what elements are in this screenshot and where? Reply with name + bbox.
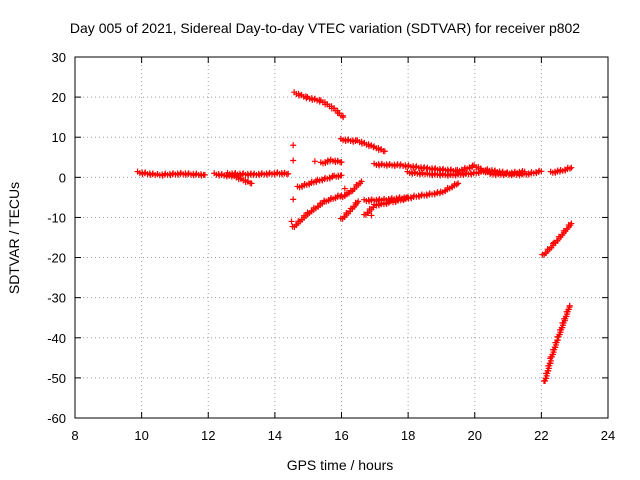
data-point bbox=[248, 180, 255, 187]
data-point bbox=[405, 194, 412, 201]
x-tick-label: 12 bbox=[201, 428, 215, 443]
x-tick-label: 16 bbox=[334, 428, 348, 443]
data-segment-arc-17 bbox=[541, 302, 573, 384]
x-axis-label: GPS time / hours bbox=[287, 457, 394, 473]
data-point bbox=[370, 144, 377, 151]
data-point bbox=[358, 178, 365, 185]
data-point bbox=[453, 181, 460, 188]
data-point bbox=[290, 196, 297, 203]
data-segment-isolated bbox=[288, 142, 375, 225]
x-tick-label: 8 bbox=[71, 428, 78, 443]
data-segment-arc-1 bbox=[134, 168, 208, 179]
data-segment-arc-14 bbox=[404, 166, 528, 179]
data-point bbox=[521, 168, 528, 175]
data-segment-arc-8 bbox=[337, 135, 388, 155]
data-point bbox=[285, 170, 292, 177]
data-segment-arc-9 bbox=[337, 198, 362, 222]
data-point bbox=[340, 114, 347, 121]
y-tick-label: -20 bbox=[47, 251, 66, 266]
y-tick-label: -60 bbox=[47, 411, 66, 426]
x-tick-label: 10 bbox=[134, 428, 148, 443]
y-tick-label: -50 bbox=[47, 371, 66, 386]
data-segment-arc-3 bbox=[224, 169, 292, 179]
x-tick-label: 24 bbox=[601, 428, 615, 443]
y-axis-label: SDTVAR / TECUs bbox=[6, 182, 22, 294]
data-segment-arc-2 bbox=[211, 170, 255, 187]
data-point bbox=[341, 185, 348, 192]
axis-ticks: 8 10 12 14 16 18 20 22 24 -60 -50 -40 -30 -20 -10 0 10 20… bbox=[47, 50, 615, 443]
data-point bbox=[549, 240, 556, 247]
data-point bbox=[568, 164, 575, 171]
chart-title: Day 005 of 2021, Sidereal Day-to-day VTE… bbox=[70, 20, 580, 36]
x-tick-label: 18 bbox=[401, 428, 415, 443]
x-tick-label: 22 bbox=[534, 428, 548, 443]
data-point bbox=[288, 218, 295, 225]
y-tick-label: -30 bbox=[47, 291, 66, 306]
data-point bbox=[381, 148, 388, 155]
y-tick-label: -10 bbox=[47, 210, 66, 225]
data-point bbox=[338, 172, 345, 179]
data-point bbox=[311, 158, 318, 165]
data-segment-arc-10 bbox=[337, 178, 365, 201]
data-point bbox=[355, 198, 362, 205]
data-point bbox=[201, 171, 208, 178]
grid-lines bbox=[75, 57, 608, 418]
x-tick-label: 14 bbox=[268, 428, 282, 443]
data-segment-arc-15 bbox=[547, 164, 575, 176]
y-tick-label: 30 bbox=[52, 50, 66, 65]
data-series bbox=[134, 89, 575, 384]
data-segment-arc-5 bbox=[294, 172, 345, 191]
y-tick-label: 10 bbox=[52, 130, 66, 145]
data-point bbox=[455, 180, 462, 187]
data-point bbox=[290, 142, 297, 149]
y-tick-label: -40 bbox=[47, 331, 66, 346]
data-point bbox=[290, 157, 297, 164]
data-point bbox=[566, 302, 573, 309]
data-segment-arc-16 bbox=[539, 220, 575, 258]
y-tick-label: 0 bbox=[59, 170, 66, 185]
data-segment-arc-12 bbox=[361, 194, 412, 205]
y-tick-label: 20 bbox=[52, 90, 66, 105]
data-segment-arc-7 bbox=[317, 156, 345, 167]
data-point bbox=[538, 168, 545, 175]
data-segment-arc-6 bbox=[289, 192, 345, 230]
x-tick-label: 20 bbox=[468, 428, 482, 443]
data-point bbox=[368, 212, 375, 219]
data-point bbox=[338, 159, 345, 166]
data-segment-arc-4 bbox=[291, 89, 347, 121]
data-point bbox=[568, 220, 575, 227]
